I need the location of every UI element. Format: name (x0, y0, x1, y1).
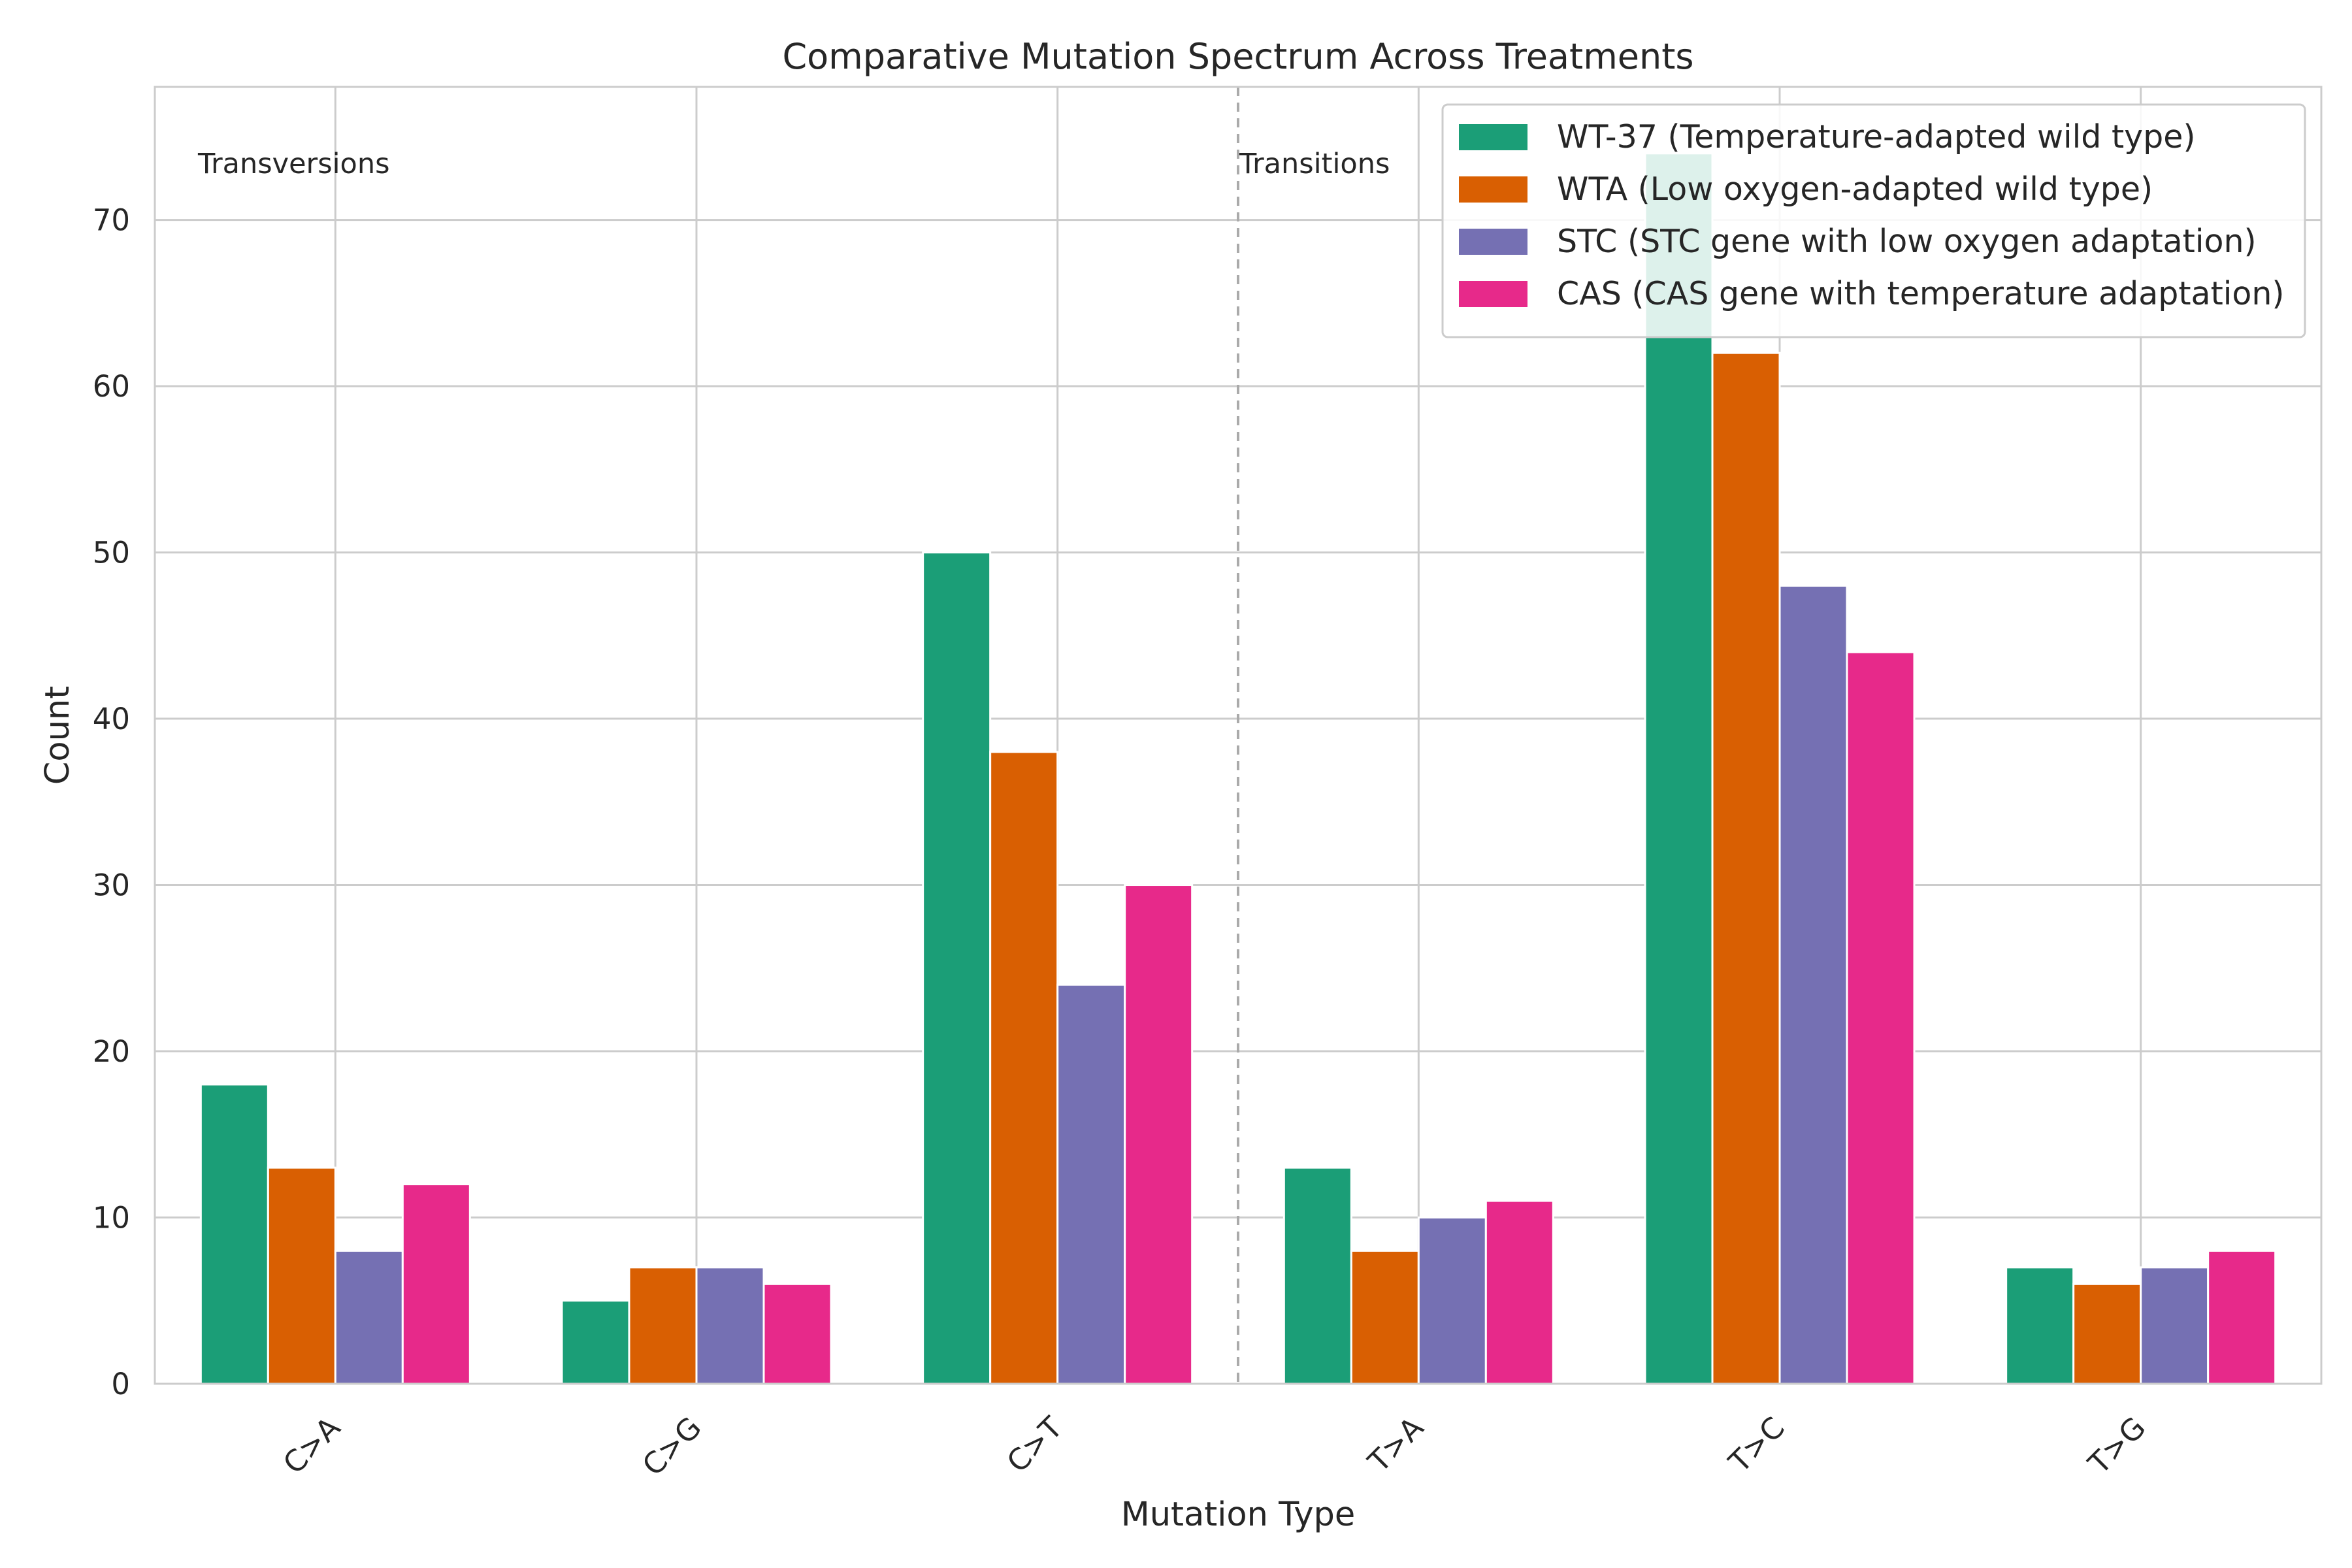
y-tick-label: 60 (93, 369, 130, 404)
bar (1282, 1166, 1352, 1385)
y-tick-label: 50 (93, 536, 130, 570)
x-axis-label: Mutation Type (1121, 1495, 1356, 1534)
legend-label: STC (STC gene with low oxygen adaptation… (1557, 223, 2257, 260)
y-tick-label: 20 (93, 1034, 130, 1069)
legend-box (1441, 103, 2306, 338)
y-axis-label: Count (39, 686, 77, 785)
bar (2140, 1266, 2210, 1385)
x-tick-label: T>C (1722, 1410, 1791, 1480)
y-tick-label: 0 (111, 1367, 130, 1401)
y-tick-labels: 0 10 20 30 40 50 60 70 (93, 203, 130, 1401)
bar (561, 1299, 630, 1385)
legend-label: WT-37 (Temperature-adapted wild type) (1557, 118, 2196, 155)
bar (762, 1282, 832, 1385)
bar (922, 551, 992, 1385)
bar (334, 1249, 404, 1385)
bar (1350, 1249, 1420, 1385)
legend-swatch (1459, 176, 1527, 203)
legend: WT-37 (Temperature-adapted wild type) WTA… (1441, 103, 2306, 338)
bar (199, 1083, 269, 1385)
bars (199, 152, 2277, 1385)
legend-swatch (1459, 229, 1527, 255)
bar (628, 1266, 698, 1385)
bar (1778, 584, 1848, 1385)
bar (267, 1166, 336, 1385)
x-tick-label: C>G (636, 1410, 708, 1482)
bar (1846, 651, 1916, 1385)
bar (1056, 983, 1126, 1385)
bar (989, 751, 1059, 1385)
bar (1711, 351, 1781, 1385)
bar (1484, 1200, 1554, 1385)
legend-label: WTA (Low oxygen-adapted wild type) (1557, 171, 2153, 208)
y-tick-label: 40 (93, 702, 130, 736)
x-tick-labels: C>A C>G C>T T>A T>C T>G (276, 1410, 2152, 1482)
legend-swatch (1459, 124, 1527, 150)
transversions-annotation: Transversions (197, 148, 390, 180)
y-tick-label: 10 (93, 1201, 130, 1235)
bar (1417, 1217, 1487, 1385)
chart-title: Comparative Mutation Spectrum Across Tre… (782, 36, 1693, 77)
bar (2072, 1282, 2142, 1385)
x-tick-label: T>G (2081, 1410, 2152, 1481)
bar (401, 1183, 471, 1385)
x-tick-label: C>A (276, 1410, 347, 1480)
legend-label: CAS (CAS gene with temperature adaptatio… (1557, 275, 2285, 312)
plot-frame (154, 86, 2323, 1385)
y-tick-label: 70 (93, 203, 130, 238)
legend-swatch (1459, 281, 1527, 307)
x-tick-label: C>T (1000, 1410, 1070, 1479)
y-tick-label: 30 (93, 868, 130, 903)
bar (1124, 884, 1194, 1385)
bar (695, 1266, 765, 1385)
transitions-annotation: Transitions (1239, 148, 1390, 180)
bar (2005, 1266, 2075, 1385)
bar (2207, 1249, 2277, 1385)
x-tick-label: T>A (1361, 1410, 1430, 1479)
